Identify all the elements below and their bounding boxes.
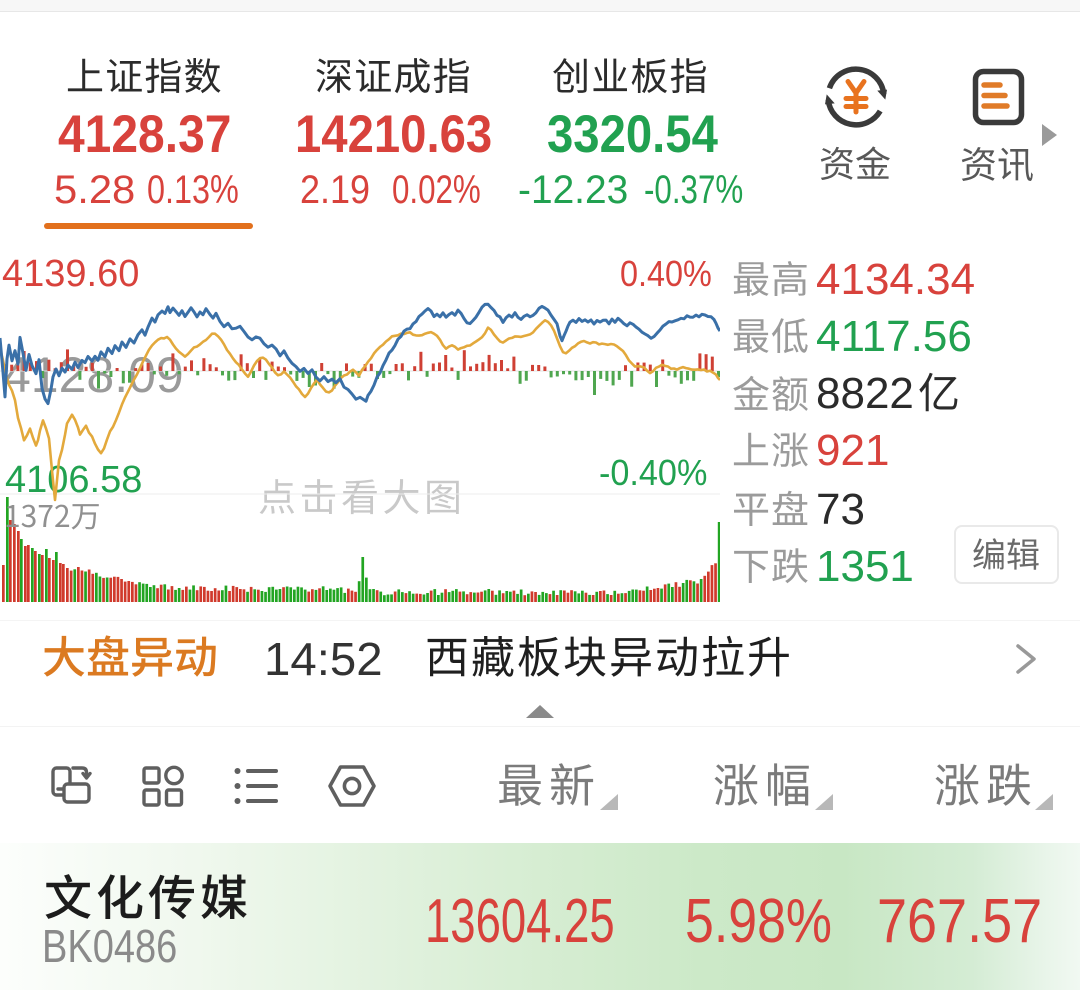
svg-text:13604.25: 13604.25 [425,888,615,948]
svg-text:BK0486: BK0486 [42,921,177,968]
svg-text:8822: 8822 [816,369,914,414]
svg-text:4134.34: 4134.34 [816,255,975,300]
svg-text:14210.63: 14210.63 [295,105,492,158]
svg-text:767.57: 767.57 [877,888,1042,948]
svg-text:-0.40%: -0.40% [599,453,707,491]
svg-text:2.19: 2.19 [300,168,370,209]
svg-text:4106.58: 4106.58 [5,459,142,498]
svg-text:0.40%: 0.40% [620,254,712,292]
svg-text:4128.37: 4128.37 [58,104,231,158]
svg-text:921: 921 [816,426,889,471]
svg-text:0.02%: 0.02% [392,168,481,209]
svg-text:-12.23: -12.23 [518,168,628,209]
svg-text:-0.37%: -0.37% [644,168,743,209]
svg-text:5.28: 5.28 [54,167,135,209]
svg-text:1351: 1351 [816,542,914,587]
svg-text:0.13%: 0.13% [147,167,239,209]
svg-text:5.98%: 5.98% [685,888,832,948]
svg-text:4139.60: 4139.60 [2,253,139,292]
svg-text:14:52: 14:52 [264,634,383,681]
svg-text:4117.56: 4117.56 [816,312,972,357]
svg-text:73: 73 [816,485,865,530]
svg-text:3320.54: 3320.54 [547,105,718,158]
